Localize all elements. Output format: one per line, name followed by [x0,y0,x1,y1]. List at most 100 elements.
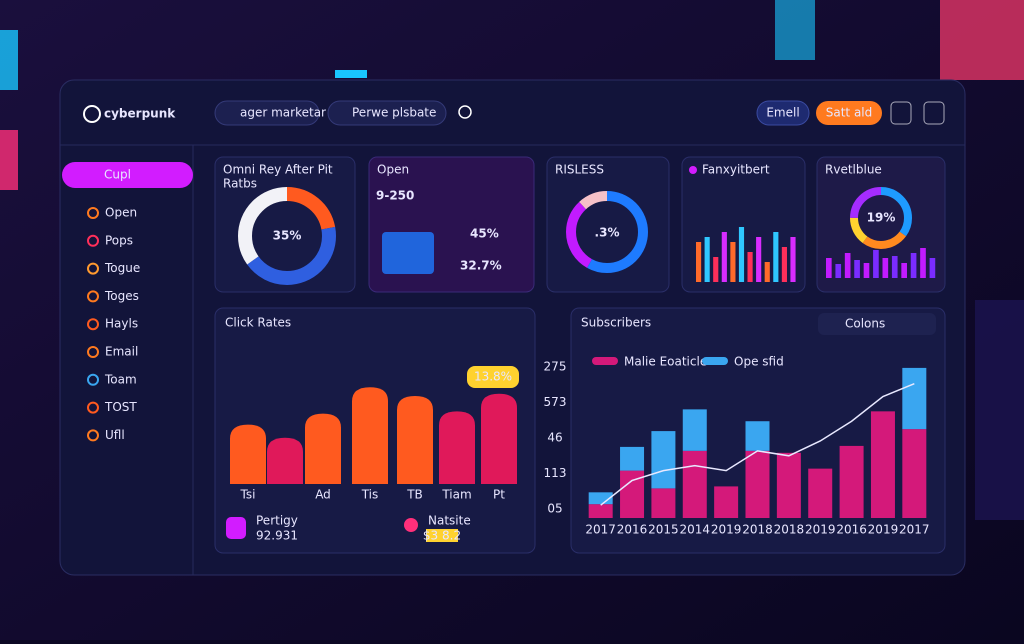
menu-item: TOST [104,400,137,414]
x-tick-label: 2017 [585,523,616,537]
bar [267,437,303,484]
button[interactable] [756,100,810,126]
mini-bar [929,258,936,278]
card-title: Fanxyitbert [702,163,770,177]
donut-segment [566,191,648,273]
mini-bar [696,242,702,282]
menu-icon [87,318,99,331]
neon-strip [335,70,367,78]
donut-segment [850,187,912,249]
neon-block [940,0,1024,80]
button-label[interactable]: Emell [766,106,799,120]
mini-bar [790,237,796,282]
icon-button[interactable] [923,101,945,125]
dropdown[interactable] [818,313,936,335]
footer-value: $3 8.2 [423,529,461,543]
tab[interactable] [327,100,447,126]
menu-icon [87,346,99,358]
tab-label[interactable]: Perwe plsbate [352,106,436,120]
menu-icon [87,290,99,303]
dot [689,166,697,174]
button-label[interactable]: Satt ald [826,106,873,120]
card-title: RISLESS [555,163,604,177]
mini-bar [901,263,907,278]
x-tick-label: 2019 [711,523,742,537]
x-tick-label: Ad [315,488,331,502]
menu-icon [87,234,99,247]
bar [397,396,433,484]
tab[interactable] [214,100,320,126]
bar-segment [745,450,770,518]
bar-segment [776,452,801,518]
active-item[interactable] [62,162,193,188]
y-label: 46 [547,431,562,445]
card-title: Rvetlblue [825,163,882,177]
y-label: 113 [544,466,567,480]
x-tick-label: 2015 [648,523,679,537]
tab-label[interactable]: ager marketar [240,106,326,120]
x-tick-label: TB [406,488,423,502]
x-tick-label: Tis [361,488,379,502]
x-tick-label: 2019 [805,523,836,537]
mini-bar [704,237,710,282]
dropdown-label[interactable]: Colons [845,317,885,331]
menu-icon [87,373,99,386]
mini-bar [891,256,898,278]
neon-strip [0,130,18,190]
mini-bar [764,262,770,282]
active-label[interactable]: Cupl [104,168,131,182]
menu-icon [87,207,99,219]
bar-segment [902,367,927,430]
badge-label: 13.8% [474,370,512,384]
bar-segment [620,446,645,471]
bar-segment [839,445,864,518]
button[interactable] [816,101,882,125]
x-tick-label: 2016 [836,523,867,537]
legend-label: Malie Eoaticle [624,355,707,369]
x-tick-label: 2018 [742,523,773,537]
mini-bar [738,227,745,282]
x-tick-label: Tiam [441,488,471,502]
chart-title: Subscribers [581,316,651,330]
mini-bar [910,253,917,278]
chart-title: Click Rates [225,316,291,330]
menu-item: Open [105,206,137,220]
mini-bar [756,237,762,282]
mini-bar [721,232,727,282]
donut-label: 19% [867,211,896,225]
icon-button[interactable] [890,101,912,125]
bar [439,411,475,484]
mini-bar [844,253,851,278]
donut-segment [850,187,912,249]
mini-bar [863,263,870,278]
legend-swatch [702,357,728,365]
bar-segment [682,450,707,518]
line [600,383,915,506]
bar-segment [588,492,613,505]
bar-segment [714,486,739,518]
menu-icon [87,262,99,275]
card-title: Open [377,163,409,177]
card-title: Omni Rey After Pit [223,163,333,177]
search-icon[interactable] [458,105,472,119]
footer-name: Natsite [428,514,471,528]
legend-swatch [592,357,618,365]
bar-segment [682,409,707,451]
menu-item: Hayls [105,317,138,331]
x-tick-label: 2017 [899,523,930,537]
mini-bar [835,264,842,278]
bar [352,387,388,484]
y-label: 275 [544,360,567,374]
x-tick-label: 2016 [617,523,648,537]
pin-icon [404,518,418,532]
footer-value: 92.931 [256,529,298,543]
bar [305,413,341,484]
bar-segment [808,468,833,518]
icon [226,517,246,539]
bar-segment [651,488,676,518]
menu-icon [87,429,99,442]
brand: cyberpunk [104,107,176,121]
bar-segment [745,421,770,451]
